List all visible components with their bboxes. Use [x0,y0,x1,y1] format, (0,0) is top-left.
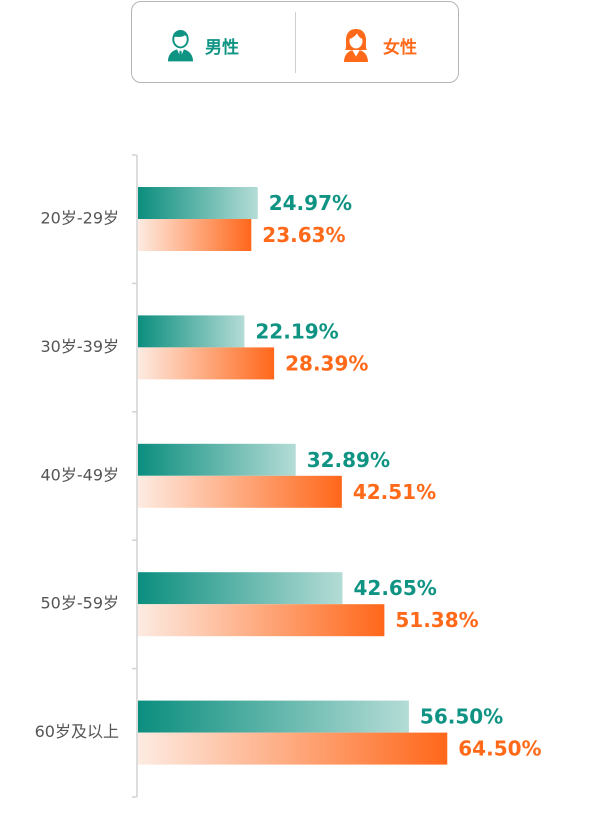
male-value-label-5: 56.50% [420,705,503,729]
female-user-icon [343,28,370,62]
category-label: 20岁-29岁 [41,209,120,228]
value-labels: 24.97% 23.63% 22.19% 28.39% 32.89% 42.51% 42.6… [255,191,541,761]
female-bar-2 [138,347,275,380]
male-bar-5 [138,700,409,733]
female-bar-1 [138,219,252,251]
category-labels: 20岁-29岁 30岁-39岁 40岁-49岁 50岁-59岁 60岁及以上 [35,209,119,742]
legend-label-male: 男性 [205,37,239,58]
male-value-label-1: 24.97% [269,191,352,215]
legend-label-female: 女性 [383,37,417,58]
male-user-icon [167,28,194,62]
y-axis [132,154,138,798]
category-label: 50岁-59岁 [41,594,120,613]
legend-item-male[interactable]: 男性 [167,28,239,62]
female-value-label-3: 42.51% [353,480,436,504]
male-value-label-2: 22.19% [255,319,338,343]
female-value-label-2: 28.39% [285,351,368,375]
legend: 男性 女性 [131,1,459,83]
category-label: 60岁及以上 [35,722,119,741]
bars [138,187,448,765]
male-bar-4 [138,572,343,605]
female-value-label-4: 51.38% [395,608,478,632]
male-value-label-3: 32.89% [307,448,390,472]
category-label: 30岁-39岁 [41,337,120,356]
female-value-label-1: 23.63% [262,223,345,247]
female-bar-3 [138,475,342,508]
male-bar-1 [138,187,258,219]
female-bar-5 [138,732,448,765]
male-bar-2 [138,315,245,348]
legend-item-female[interactable]: 女性 [343,28,417,62]
legend-divider [295,12,296,73]
female-bar-4 [138,604,385,637]
male-bar-3 [138,443,296,476]
category-label: 40岁-49岁 [41,465,120,484]
female-value-label-5: 64.50% [458,737,541,761]
male-value-label-4: 42.65% [354,576,437,600]
